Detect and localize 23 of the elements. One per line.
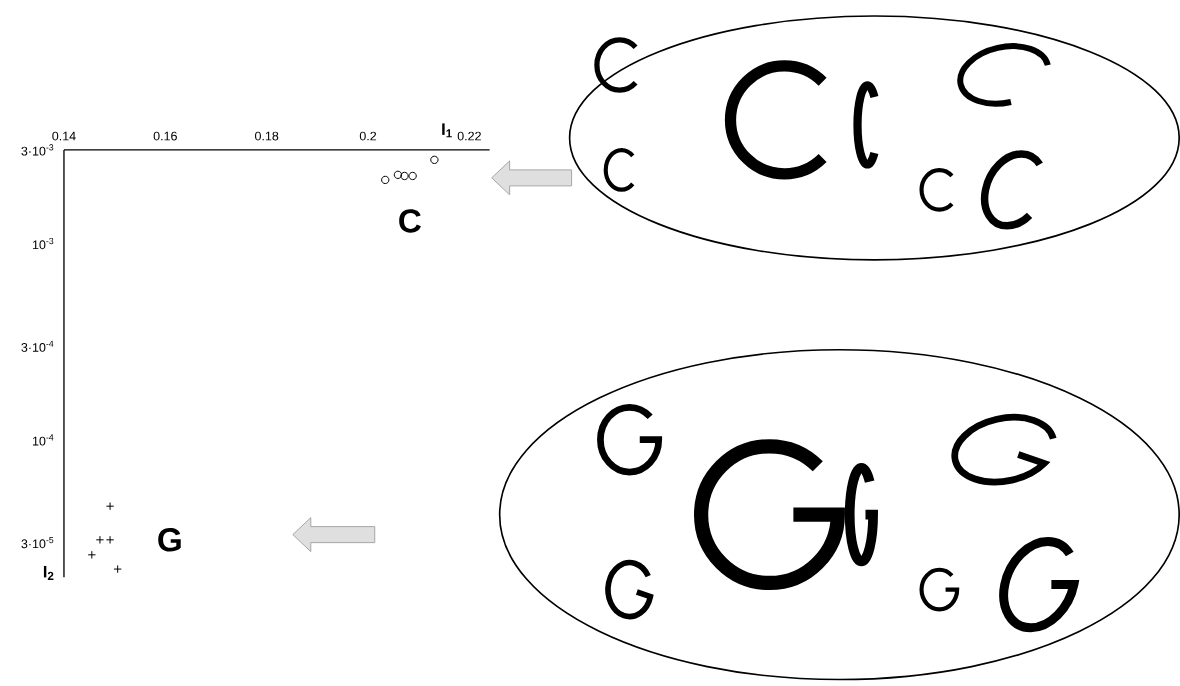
point xyxy=(105,502,115,511)
point xyxy=(393,170,403,180)
y-tick-label: 3·10$^{-5}$ xyxy=(21,537,54,549)
y-tick-label: 10$^{-3}$ xyxy=(32,238,54,250)
x-tick-label: 0.14 xyxy=(52,131,76,141)
y-tick-label: 3·10$^{-4}$ xyxy=(21,340,54,353)
point xyxy=(105,535,115,545)
point xyxy=(113,565,122,574)
point xyxy=(381,175,390,185)
point xyxy=(95,535,105,545)
x-axis-title: I$_{1}$ xyxy=(442,123,452,138)
x-tick-label: 0.16 xyxy=(153,131,177,141)
y-axis-title: I$_{2}$ xyxy=(43,566,54,581)
series-label: C xyxy=(399,209,421,233)
x-tick-label: 0.22 xyxy=(457,131,481,141)
point xyxy=(430,155,439,165)
y-tick-label: 3·10$^{-3}$ xyxy=(21,144,54,156)
y-tick-label: 10$^{-4}$ xyxy=(32,434,54,446)
point xyxy=(400,172,409,181)
x-tick-label: 0.2 xyxy=(359,131,377,141)
x-tick-label: 0.18 xyxy=(255,131,279,141)
series-label: G xyxy=(158,528,181,552)
point xyxy=(408,172,417,181)
